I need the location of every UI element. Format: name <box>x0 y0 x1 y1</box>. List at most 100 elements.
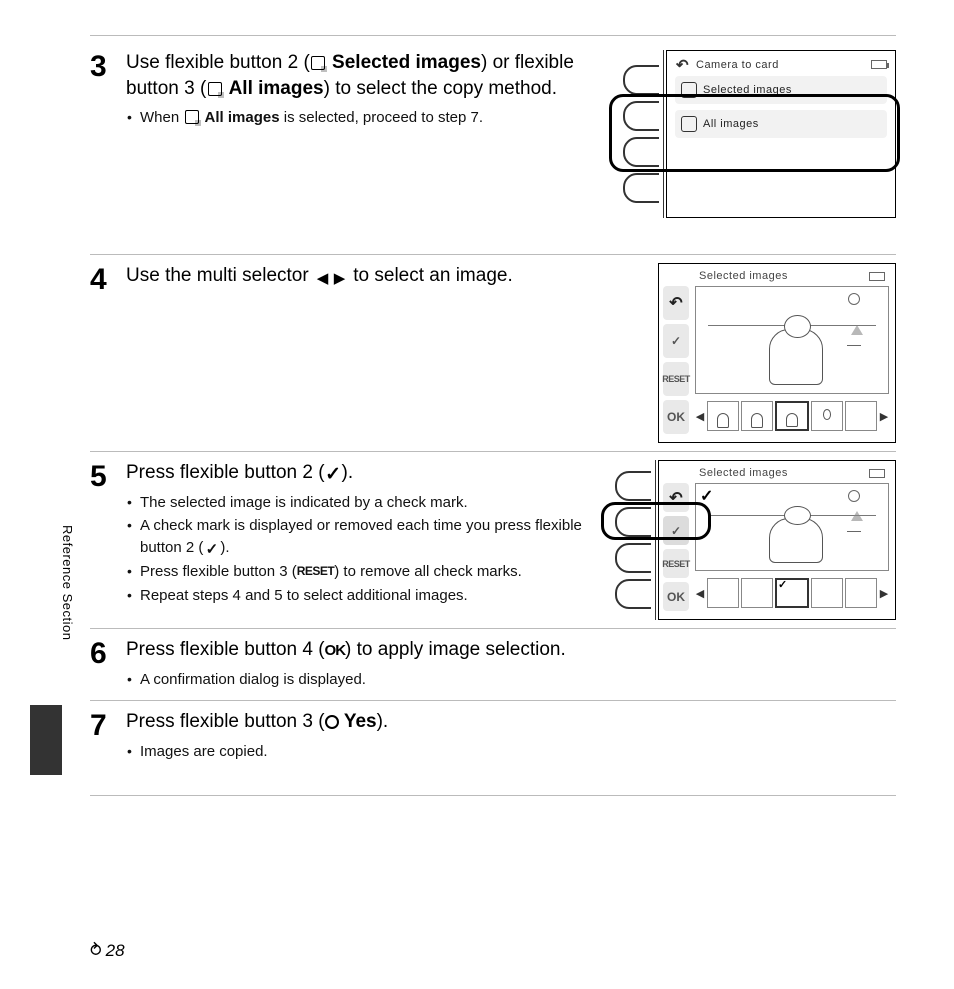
screen-header: Selected images <box>659 461 895 481</box>
reset-button[interactable]: RESET <box>663 362 689 396</box>
bullet: Repeat steps 4 and 5 to select additiona… <box>140 585 605 607</box>
thumbnail-selected[interactable] <box>775 401 809 431</box>
bullet: Images are copied. <box>140 741 896 763</box>
camera-illustration-step4: Selected images RESET OK <box>658 263 896 443</box>
thumbnail[interactable] <box>741 401 773 431</box>
text: Press flexible button 3 ( <box>126 711 325 732</box>
step-heading: Press flexible button 4 (OK) to apply im… <box>126 637 896 663</box>
highlight-box <box>601 502 711 540</box>
bullet: A check mark is displayed or removed eac… <box>140 515 605 559</box>
text-bold: Selected images <box>332 52 481 73</box>
text: is selected, proceed to step 7. <box>280 109 483 126</box>
screen-title: Selected images <box>699 467 788 479</box>
thumbnail-selected[interactable]: ✓ <box>775 578 809 608</box>
step-4: 4 Use the multi selector to select an im… <box>90 254 896 443</box>
section-label: Reference Section <box>60 525 75 640</box>
flex-button-1[interactable] <box>615 471 651 501</box>
battery-icon <box>871 60 887 69</box>
left-arrow-icon <box>314 271 331 288</box>
circle-icon <box>325 715 339 729</box>
step-5: 5 Press flexible button 2 (). The select… <box>90 451 896 620</box>
text: ) to apply image selection. <box>345 639 566 660</box>
page-number: 28 <box>90 941 125 961</box>
prev-arrow-icon[interactable]: ◀ <box>695 587 705 600</box>
highlight-box <box>609 94 900 172</box>
section-tab <box>30 705 62 775</box>
flexible-buttons <box>615 460 656 620</box>
bullet: The selected image is indicated by a che… <box>140 492 605 514</box>
copy-icon <box>206 80 223 97</box>
step-heading: Use flexible button 2 ( Selected images)… <box>126 50 613 101</box>
thumbnail-strip: ◀ ✓ ▶ <box>695 575 889 611</box>
battery-icon <box>869 469 885 478</box>
next-arrow-icon[interactable]: ▶ <box>879 410 889 423</box>
thumbnail[interactable] <box>707 401 739 431</box>
step-heading: Press flexible button 2 (). <box>126 460 605 486</box>
step-number: 7 <box>90 709 126 764</box>
screen-header: Camera to card <box>667 51 895 76</box>
back-button[interactable] <box>663 286 689 320</box>
page-body: 3 Use flexible button 2 ( Selected image… <box>90 35 896 796</box>
thumbnail[interactable] <box>741 578 773 608</box>
text: ). <box>220 539 229 556</box>
text: Press flexible button 2 ( <box>126 462 325 483</box>
step-number: 6 <box>90 637 126 692</box>
screen-title: Selected images <box>699 270 788 282</box>
text: When <box>140 109 183 126</box>
text: Press flexible button 3 ( <box>140 563 297 580</box>
flex-button-4[interactable] <box>623 173 659 203</box>
step-7: 7 Press flexible button 3 ( Yes). Images… <box>90 700 896 764</box>
flex-button-3[interactable] <box>615 543 651 573</box>
ok-button[interactable]: OK <box>663 400 689 434</box>
preview-illustration <box>696 484 888 570</box>
bullet: A confirmation dialog is displayed. <box>140 669 896 691</box>
right-arrow-icon <box>331 271 348 288</box>
text: ) to remove all check marks. <box>334 563 522 580</box>
check-icon <box>325 466 342 483</box>
text: Press flexible button 4 ( <box>126 639 325 660</box>
image-preview <box>695 286 889 394</box>
text: ). <box>342 462 354 483</box>
bullet: Press flexible button 3 (RESET) to remov… <box>140 561 605 583</box>
battery-icon <box>869 272 885 281</box>
flex-button-1[interactable] <box>623 65 659 95</box>
camera-illustration-step3: Camera to card Selected images All image… <box>623 50 896 246</box>
text: ) to select the copy method. <box>324 78 557 99</box>
text: ). <box>377 711 389 732</box>
step-number: 4 <box>90 263 126 443</box>
next-arrow-icon[interactable]: ▶ <box>879 587 889 600</box>
ok-button[interactable]: OK <box>663 582 689 611</box>
thumbnail[interactable] <box>811 401 843 431</box>
text: Use the multi selector <box>126 265 314 286</box>
camera-illustration-step5: Selected images RESET OK ✓ <box>615 460 896 620</box>
reset-icon: RESET <box>297 564 335 578</box>
camera-screen: Selected images RESET OK <box>658 263 896 443</box>
step-heading: Use the multi selector to select an imag… <box>126 263 648 289</box>
reset-button[interactable]: RESET <box>663 549 689 578</box>
thumbnail[interactable] <box>811 578 843 608</box>
prev-arrow-icon[interactable]: ◀ <box>695 410 705 423</box>
preview-illustration <box>696 287 888 393</box>
check-icon <box>203 542 220 559</box>
ok-icon: OK <box>325 642 346 659</box>
step-number: 3 <box>90 50 126 246</box>
step-3: 3 Use flexible button 2 ( Selected image… <box>90 42 896 246</box>
back-icon[interactable] <box>675 57 690 72</box>
screen-header: Selected images <box>659 264 895 284</box>
check-button[interactable] <box>663 324 689 358</box>
copy-icon <box>310 55 327 72</box>
thumbnail[interactable] <box>845 401 877 431</box>
side-buttons: RESET OK <box>659 284 693 440</box>
flex-button-4[interactable] <box>615 579 651 609</box>
page-number-value: 28 <box>106 941 125 961</box>
thumbnail[interactable] <box>707 578 739 608</box>
step-number: 5 <box>90 460 126 620</box>
page-ornament-icon <box>90 941 102 961</box>
step-6: 6 Press flexible button 4 (OK) to apply … <box>90 628 896 692</box>
text-bold: All images <box>229 78 324 99</box>
thumbnail-strip: ◀ ▶ <box>695 398 889 434</box>
thumbnail[interactable] <box>845 578 877 608</box>
text: Use flexible button 2 ( <box>126 52 310 73</box>
image-preview: ✓ <box>695 483 889 571</box>
step-heading: Press flexible button 3 ( Yes). <box>126 709 896 735</box>
